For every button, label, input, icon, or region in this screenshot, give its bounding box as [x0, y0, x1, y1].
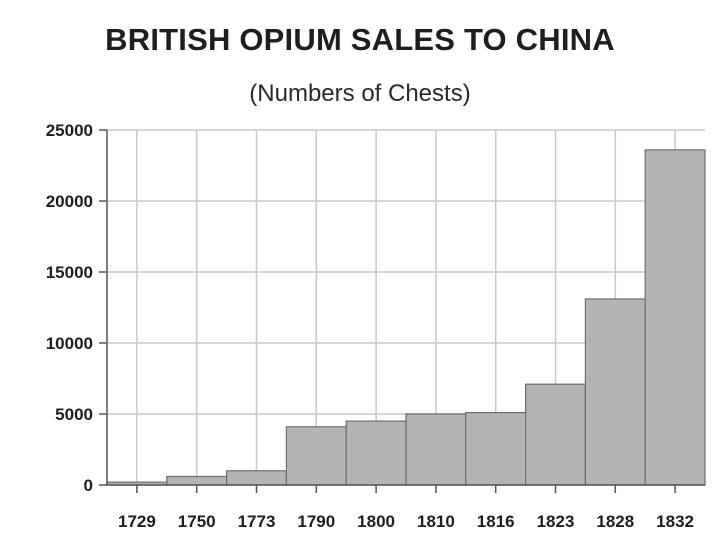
y-tick-label: 5000 — [55, 405, 93, 424]
y-tick-labels: 0 5000 10000 15000 20000 25000 — [46, 121, 93, 495]
x-tick-label: 1773 — [238, 512, 276, 531]
chart-title: BRITISH OPIUM SALES TO CHINA — [105, 22, 615, 57]
x-tick-label: 1828 — [596, 512, 634, 531]
x-tick-label: 1729 — [118, 512, 156, 531]
bar — [345, 420, 407, 486]
bar — [285, 426, 347, 486]
grid-layer — [107, 129, 705, 485]
y-tick-label: 0 — [84, 476, 93, 495]
x-tick-label: 1823 — [537, 512, 575, 531]
x-tick-label: 1750 — [178, 512, 216, 531]
y-tick-label: 15000 — [46, 263, 93, 282]
bar-layer — [106, 149, 706, 486]
bar — [166, 475, 228, 486]
axis-layer — [99, 129, 705, 493]
bar — [465, 411, 527, 486]
y-tick-label: 20000 — [46, 192, 93, 211]
y-tick-label: 10000 — [46, 334, 93, 353]
x-tick-label: 1810 — [417, 512, 455, 531]
bar — [644, 149, 706, 486]
x-tick-label: 1800 — [357, 512, 395, 531]
x-tick-label: 1832 — [656, 512, 694, 531]
chart-subtitle: (Numbers of Chests) — [249, 80, 471, 107]
bar — [405, 413, 467, 486]
bar — [524, 383, 586, 486]
x-tick-labels: 1729 1750 1773 1790 1800 1810 1816 1823 1828 1832 — [118, 512, 694, 531]
bar — [226, 470, 288, 486]
x-tick-label: 1816 — [477, 512, 515, 531]
y-tick-label: 25000 — [46, 121, 93, 140]
bar — [584, 298, 646, 486]
x-tick-label: 1790 — [297, 512, 335, 531]
